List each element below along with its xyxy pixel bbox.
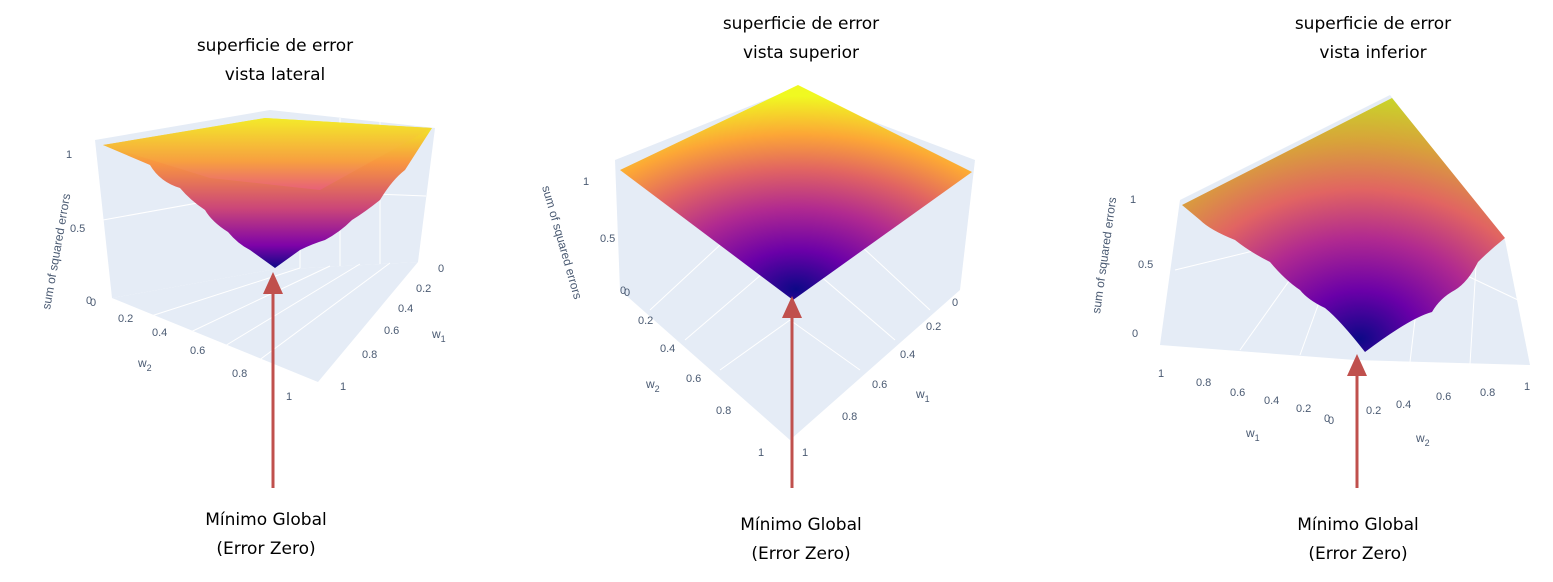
- w2-axis-label: w2: [137, 356, 152, 373]
- w2-tick: 0.8: [232, 368, 247, 380]
- z-tick: 0: [86, 295, 92, 307]
- caption-line-1: Mínimo Global: [205, 510, 327, 530]
- w1-tick: 0.8: [1196, 377, 1211, 389]
- w1-tick: 0.2: [416, 283, 431, 295]
- w2-tick: 1: [1524, 381, 1530, 393]
- w2-tick: 0.4: [1396, 399, 1411, 411]
- panel-side-view: superficie de error vista lateral: [0, 0, 520, 582]
- w1-tick: 0.6: [384, 325, 399, 337]
- w2-tick: 0.8: [716, 405, 731, 417]
- error-surface: [1182, 98, 1505, 352]
- w1-tick: 0.4: [1264, 395, 1279, 407]
- w2-axis-label: w2: [645, 377, 660, 394]
- w2-axis-label: w2: [1415, 431, 1430, 448]
- caption-line-2: (Error Zero): [1308, 544, 1408, 564]
- w2-tick: 0.4: [152, 327, 167, 339]
- surface-plot-top[interactable]: 1 0.5 0 0 sum of squared errors 0.2 0.4 …: [520, 0, 1040, 582]
- error-surface-top: [103, 118, 432, 190]
- w1-tick: 0.4: [398, 303, 413, 315]
- caption-line-2: (Error Zero): [216, 539, 316, 559]
- caption-line-1: Mínimo Global: [740, 515, 862, 535]
- w1-tick: 0.6: [872, 379, 887, 391]
- w1-tick: 0.2: [926, 321, 941, 333]
- minimum-caption: Mínimo Global (Error Zero): [136, 506, 396, 564]
- w1-tick: 0: [1328, 415, 1334, 427]
- arrow-head: [263, 272, 283, 294]
- chart-title: superficie de error vista inferior: [1223, 10, 1523, 68]
- chart-title: superficie de error vista lateral: [125, 32, 425, 90]
- z-tick: 1: [66, 149, 72, 161]
- z-tick: 0.5: [70, 223, 85, 235]
- w1-axis-label: w1: [431, 327, 446, 344]
- w2-tick: 0.2: [1366, 405, 1381, 417]
- w1-tick: 0.2: [1296, 403, 1311, 415]
- z-tick: 0: [1132, 328, 1138, 340]
- surface-plot-side[interactable]: 1 0.5 0 0 sum of squared errors 0.2 0.4 …: [0, 0, 520, 582]
- surface-plot-bottom[interactable]: 1 0.5 0 sum of squared errors 1 0.8 0.6 …: [1040, 0, 1553, 582]
- error-surface: [620, 85, 972, 300]
- w2-tick: 0.2: [118, 313, 133, 325]
- w1-axis-label: w1: [915, 387, 930, 404]
- minimum-caption: Mínimo Global (Error Zero): [671, 511, 931, 569]
- caption-line-2: (Error Zero): [751, 544, 851, 564]
- arrow-head: [1347, 354, 1367, 376]
- w2-tick: 0.8: [1480, 387, 1495, 399]
- w1-axis-label: w1: [1245, 426, 1260, 443]
- z-tick: 1: [1130, 194, 1136, 206]
- z-axis-label: sum of squared errors: [1089, 196, 1119, 314]
- title-line-2: vista inferior: [1319, 43, 1427, 63]
- chart-title: superficie de error vista superior: [651, 10, 951, 68]
- title-line-2: vista lateral: [224, 65, 326, 85]
- w2-tick: 0.2: [638, 315, 653, 327]
- w1-tick: 1: [1158, 368, 1164, 380]
- z-tick: 0: [90, 297, 96, 309]
- w2-tick: 1: [286, 391, 292, 403]
- w2-tick: 0.6: [1436, 391, 1451, 403]
- z-tick: 0.5: [1138, 259, 1153, 271]
- w1-tick: 0.4: [900, 349, 915, 361]
- w2-tick: 0.4: [660, 343, 675, 355]
- w2-tick: 1: [758, 447, 764, 459]
- w1-tick: 1: [340, 381, 346, 393]
- w1-tick: 0: [438, 263, 444, 275]
- title-line-1: superficie de error: [1294, 14, 1452, 34]
- w1-tick: 0.6: [1230, 387, 1245, 399]
- panel-bottom-view: superficie de error vista inferior 1 0.5…: [1040, 0, 1553, 582]
- minimum-caption: Mínimo Global (Error Zero): [1228, 511, 1488, 569]
- w1-tick: 0.8: [362, 349, 377, 361]
- title-line-1: superficie de error: [722, 14, 880, 34]
- panel-top-view: superficie de error vista superior 1 0.5…: [520, 0, 1040, 582]
- z-tick: 0.5: [600, 233, 615, 245]
- w1-tick: 1: [802, 447, 808, 459]
- title-line-2: vista superior: [742, 43, 860, 63]
- title-line-1: superficie de error: [196, 36, 354, 56]
- z-axis-label: sum of squared errors: [539, 184, 585, 301]
- z-tick: 1: [583, 176, 589, 188]
- w1-tick: 0.8: [842, 411, 857, 423]
- arrow-head: [782, 296, 802, 318]
- z-tick: 0: [620, 285, 626, 297]
- w1-tick: 0: [952, 297, 958, 309]
- z-axis-label: sum of squared errors: [39, 192, 73, 310]
- w2-tick: 0.6: [190, 345, 205, 357]
- caption-line-1: Mínimo Global: [1297, 515, 1419, 535]
- z-tick: 0: [624, 287, 630, 299]
- w1-tick: 0: [1324, 413, 1330, 425]
- w2-tick: 0.6: [686, 373, 701, 385]
